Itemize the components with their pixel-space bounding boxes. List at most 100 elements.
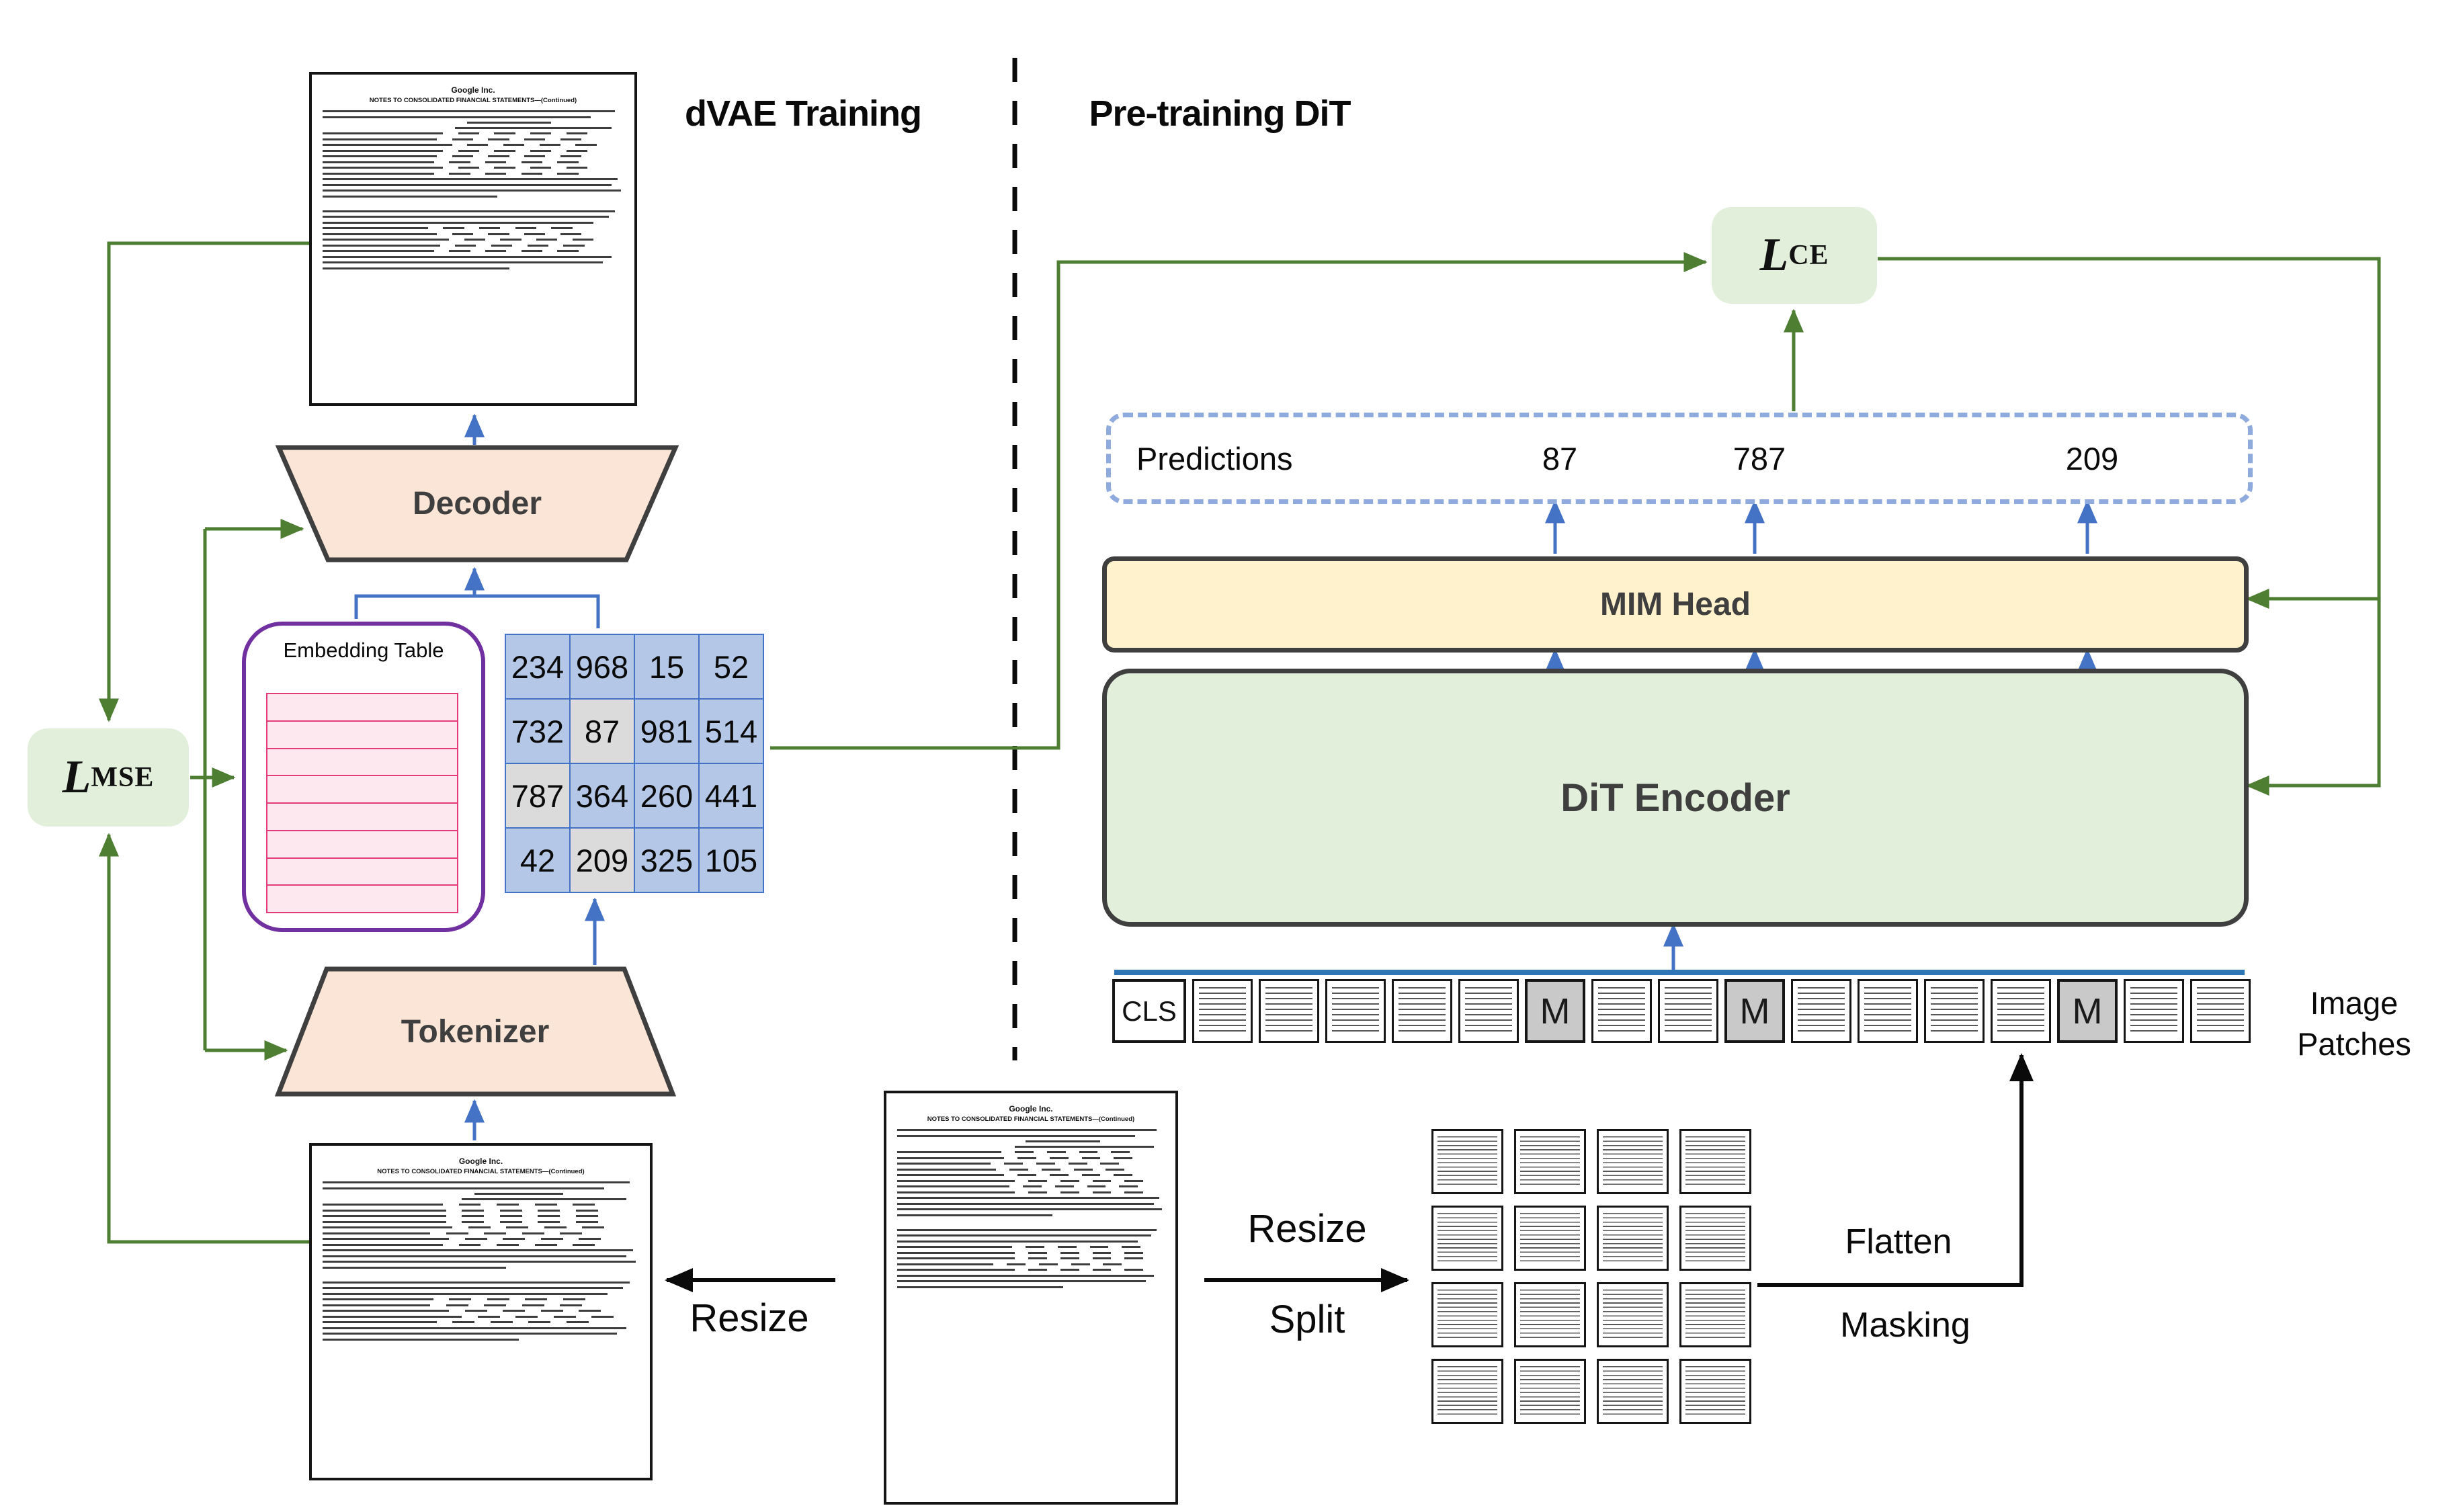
doc-table-label: [323, 138, 437, 140]
doc-table-value: [443, 227, 464, 229]
doc-table-label: [323, 1244, 443, 1246]
doc-table-value: [538, 1210, 560, 1212]
split-patch: [1514, 1206, 1586, 1271]
doc-text-line: [1026, 1140, 1100, 1142]
doc-text-line: [897, 1280, 1146, 1282]
doc-table-value: [452, 155, 473, 157]
section-title-dvae-training: dVAE Training: [642, 93, 964, 134]
doc-table-row: [323, 227, 624, 229]
doc-table-value: [557, 173, 578, 175]
doc-page: Google Inc. NOTES TO CONSOLIDATED FINANCI…: [312, 75, 634, 282]
doc-table-value: [1103, 1263, 1122, 1265]
doc-table-value: [1015, 1151, 1034, 1153]
embedding-row: [266, 720, 458, 749]
token-cell: 260: [634, 763, 700, 829]
doc-table-row: [323, 144, 624, 146]
doc-table-row: [897, 1246, 1165, 1248]
token-cell: 15: [634, 634, 700, 700]
split-patch: [1679, 1129, 1751, 1194]
doc-text-line: [897, 1286, 1063, 1288]
doc-table-value: [462, 1221, 484, 1223]
doc-table-value: [576, 1215, 598, 1217]
doc-table-value: [1042, 1169, 1060, 1171]
reconstructed-document-image: Google Inc. NOTES TO CONSOLIDATED FINANCI…: [309, 72, 637, 406]
token-cell: 732: [505, 698, 571, 765]
embedding-table-title: Embedding Table: [272, 638, 456, 664]
doc-text-line: [323, 256, 612, 258]
doc-table-value: [1093, 1191, 1112, 1193]
doc-table-value: [1093, 1252, 1112, 1254]
doc-table-row: [897, 1163, 1165, 1165]
doc-text-line: [323, 261, 603, 263]
doc-table-row: [323, 138, 624, 140]
image-patch-cell: [2124, 979, 2184, 1043]
doc-table-row: [897, 1269, 1165, 1271]
doc-text-line: [323, 267, 509, 269]
doc-table-value: [538, 1215, 560, 1217]
doc-text-line: [897, 1203, 1154, 1205]
doc-table-value: [452, 233, 473, 235]
doc-table-value: [1028, 1257, 1047, 1259]
doc-table-value: [462, 1210, 484, 1212]
doc-table-value: [557, 161, 578, 163]
split-patch: [1431, 1282, 1503, 1347]
doc-table-value: [1122, 1246, 1140, 1248]
doc-table-row: [323, 1316, 639, 1318]
doc-table-value: [554, 1316, 576, 1318]
doc-text-line: [323, 184, 612, 186]
doc-table-value: [488, 155, 509, 157]
doc-table-value: [449, 173, 470, 175]
doc-table-value: [1060, 1191, 1079, 1193]
split-patch-grid: [1431, 1129, 1751, 1424]
split-patch: [1597, 1359, 1669, 1424]
doc-text-line: [897, 1241, 1138, 1243]
doc-text-line: [323, 1187, 604, 1189]
doc-text-line: [897, 1275, 1154, 1277]
doc-text-line: [897, 1234, 1151, 1236]
doc-text-line: [323, 1293, 608, 1295]
doc-table-value: [500, 1210, 522, 1212]
doc-table-row: [323, 1215, 639, 1217]
doc-table-value: [515, 1316, 538, 1318]
doc-table-label: [323, 1210, 446, 1212]
doc-table-row: [323, 1238, 639, 1240]
doc-table-value: [1028, 1252, 1047, 1254]
split-patch: [1679, 1206, 1751, 1271]
doc-table-value: [455, 245, 476, 247]
doc-text-line: [462, 1198, 626, 1200]
doc-table-row: [323, 239, 624, 241]
doc-table-value: [458, 150, 479, 152]
doc-table-label: [323, 1310, 449, 1312]
doc-table-label: [323, 173, 434, 175]
image-patch-cell: [1192, 979, 1253, 1043]
doc-table-label: [323, 150, 443, 152]
image-patch-cell: [1325, 979, 1386, 1043]
doc-table-value: [536, 239, 557, 241]
visual-token-grid: 234 968 15 52 732 87 981 514 787 364 260 441 42 209 32…: [505, 634, 763, 892]
section-title-pretraining-dit: Pre-training DiT: [1052, 93, 1388, 134]
doc-table-label: [897, 1163, 991, 1165]
doc-table-row: [323, 1244, 639, 1246]
doc-table-label: [897, 1269, 1015, 1271]
doc-table-value: [449, 1298, 471, 1300]
doc-table-value: [488, 138, 509, 140]
doc-table-value: [530, 132, 551, 134]
doc-table-row: [323, 1310, 639, 1312]
embedding-row: [266, 775, 458, 804]
doc-table-value: [459, 1244, 481, 1246]
doc-table-row: [897, 1252, 1165, 1254]
doc-table-value: [1124, 1180, 1143, 1182]
split-patch: [1431, 1129, 1503, 1194]
doc-table-value: [452, 138, 473, 140]
doc-table-value: [503, 1310, 525, 1312]
doc-subtitle: NOTES TO CONSOLIDATED FINANCIAL STATEMEN…: [897, 1115, 1165, 1124]
image-patch-cell: [1924, 979, 1985, 1043]
doc-table-value: [1007, 1263, 1026, 1265]
doc-table-value: [1090, 1246, 1109, 1248]
doc-table-value: [462, 1215, 484, 1217]
doc-table-row: [323, 1221, 639, 1223]
doc-table-row: [323, 1298, 639, 1300]
doc-text-line: [323, 1181, 630, 1183]
doc-table-label: [323, 1304, 430, 1306]
mse-loss-box: L MSE: [28, 728, 189, 827]
